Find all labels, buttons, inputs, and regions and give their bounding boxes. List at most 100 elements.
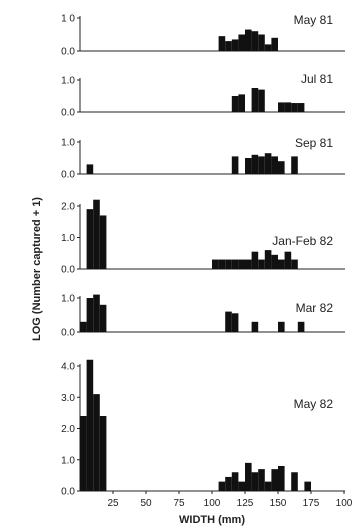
x-tick-label: 50: [140, 498, 152, 509]
x-tick-label: 175: [303, 498, 320, 509]
bar: [238, 94, 245, 112]
bar: [93, 294, 100, 332]
bar: [271, 37, 278, 51]
bar: [245, 462, 252, 491]
y-tick-label: 0.0: [61, 487, 75, 498]
bar: [86, 359, 94, 491]
bar: [278, 161, 285, 174]
bar: [258, 89, 265, 112]
y-tick-label: 2.0: [61, 202, 75, 213]
y-tick-label: 1.0: [61, 294, 75, 305]
bar: [99, 215, 107, 269]
panels-group: 0.0 1 0 May 81 0.0 1.0 Jul 81 0.0 1.0 Sep 81 0.0 1…: [61, 13, 345, 498]
bar: [218, 36, 226, 51]
bar: [80, 321, 87, 332]
bar: [258, 34, 265, 51]
bar: [278, 466, 285, 491]
bar: [291, 103, 298, 112]
panel-6: 0.0 1.0 2.0 3.0 4.0 May 82: [61, 359, 345, 498]
y-tick-label: 1 0: [61, 14, 75, 25]
bar: [238, 259, 245, 269]
x-tick-label: 150: [270, 498, 287, 509]
panel-3: 0.0 1.0 Sep 81: [61, 136, 345, 181]
bar: [86, 209, 94, 269]
bar: [238, 481, 245, 491]
x-tick-label: 100: [336, 498, 353, 509]
x-axis-title: WIDTH (mm): [179, 514, 245, 526]
bar: [271, 254, 278, 269]
panel-1: 0.0 1 0 May 81: [61, 13, 345, 58]
bar: [251, 31, 259, 51]
bar: [218, 481, 226, 491]
bar: [278, 321, 285, 332]
bar: [245, 29, 252, 51]
panel-5: 0.0 1.0 Mar 82: [61, 294, 345, 339]
bar: [218, 259, 226, 269]
bar: [225, 259, 232, 269]
panel-title: Mar 82: [296, 301, 334, 315]
y-axis-title: LOG (Number captured + 1): [31, 197, 43, 341]
panel-4: 0.0 1.0 2.0 Jan-Feb 82: [61, 199, 345, 276]
x-tick-label: 75: [173, 498, 185, 509]
bar: [258, 156, 265, 174]
bar: [231, 39, 239, 51]
y-tick-label: 4.0: [61, 362, 75, 373]
bar: [225, 476, 232, 491]
bar: [278, 259, 285, 269]
bar: [231, 156, 239, 174]
bar: [245, 158, 252, 174]
bar: [99, 416, 107, 491]
y-tick-label: 0.0: [61, 108, 75, 119]
panel-title: May 82: [294, 397, 334, 411]
bar: [251, 154, 259, 174]
x-tick-label: 25: [107, 498, 119, 509]
bar: [264, 481, 272, 491]
bar: [251, 321, 259, 332]
bar: [278, 102, 285, 112]
bar: [238, 34, 245, 51]
x-tick-label: 125: [237, 498, 254, 509]
y-tick-label: 1.0: [61, 138, 75, 149]
bar: [297, 321, 305, 332]
y-tick-label: 2.0: [61, 424, 75, 435]
panel-2: 0.0 1.0 Jul 81: [61, 72, 345, 119]
bar: [291, 259, 298, 269]
bar: [86, 298, 94, 332]
bar: [80, 416, 87, 491]
y-tick-label: 0.0: [61, 265, 75, 276]
y-tick-label: 1.0: [61, 455, 75, 466]
y-tick-label: 0.0: [61, 328, 75, 339]
bar: [99, 304, 107, 332]
bar: [251, 251, 259, 269]
panel-title: Sep 81: [295, 136, 333, 150]
x-tick-label: 100: [204, 498, 221, 509]
bar: [231, 313, 239, 332]
bar: [225, 41, 232, 51]
panel-title: Jan-Feb 82: [272, 234, 333, 248]
panel-title: Jul 81: [301, 72, 333, 86]
bar: [93, 199, 100, 269]
bar: [284, 251, 292, 269]
y-tick-label: 0.0: [61, 170, 75, 181]
bar: [264, 250, 272, 269]
bar: [291, 472, 298, 491]
bar: [245, 259, 252, 269]
bar: [258, 469, 265, 491]
bar: [271, 469, 278, 491]
bar: [86, 164, 94, 174]
y-tick-label: 1.0: [61, 233, 75, 244]
bar: [93, 394, 100, 491]
bar: [231, 259, 239, 269]
bar: [225, 311, 232, 332]
bar: [251, 88, 259, 112]
bar: [231, 96, 239, 112]
bar: [284, 102, 292, 112]
bar: [212, 259, 219, 269]
bar: [231, 472, 239, 491]
y-tick-label: 0.0: [61, 47, 75, 58]
bar: [251, 472, 259, 491]
bar: [264, 44, 272, 51]
y-tick-label: 3.0: [61, 393, 75, 404]
bar: [271, 156, 278, 174]
